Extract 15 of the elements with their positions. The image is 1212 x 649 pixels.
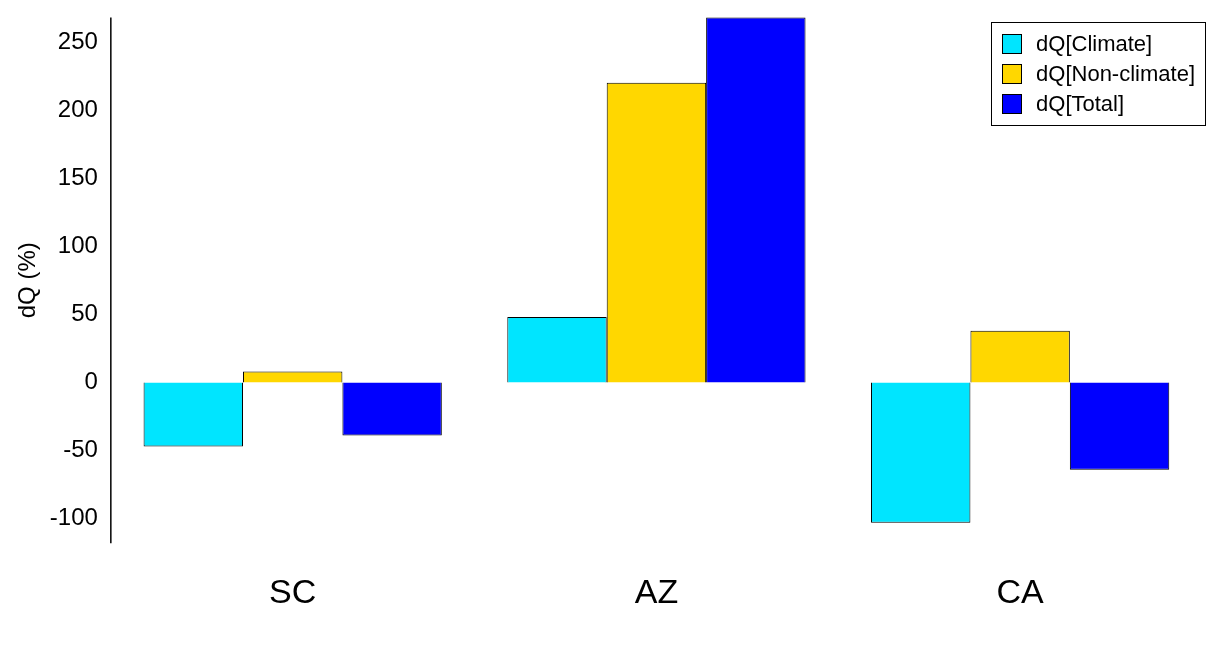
x-tick-label: AZ — [634, 571, 679, 610]
y-tick-label: 100 — [57, 230, 98, 258]
y-tick-label: -100 — [49, 503, 98, 531]
y-tick-label: 200 — [57, 94, 98, 122]
y-tick-label: 150 — [57, 162, 98, 190]
legend-label: dQ[Total] — [1036, 90, 1125, 118]
y-tick-label: 0 — [84, 367, 98, 395]
x-tick-label: CA — [996, 571, 1045, 610]
y-tick-label: 50 — [71, 298, 98, 326]
y-axis-title: dQ (%) — [13, 242, 41, 319]
y-tick-label: 250 — [57, 26, 98, 54]
legend-label: dQ[Climate] — [1036, 30, 1153, 58]
x-tick-label: SC — [269, 571, 317, 610]
legend-label: dQ[Non-climate] — [1036, 60, 1195, 88]
y-tick-label: -50 — [63, 435, 98, 463]
